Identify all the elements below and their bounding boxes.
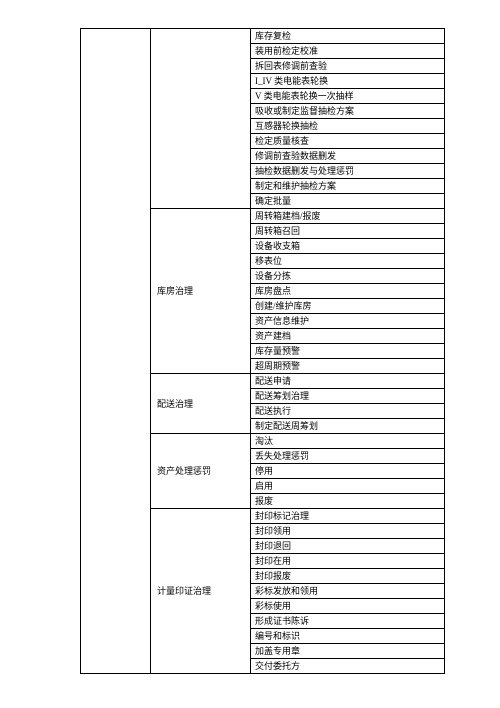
item-cell: 抽检数据删发与处理惩罚 [251,164,445,179]
item-cell: 制定和维护抽检方案 [251,179,445,194]
item-cell: 报废 [251,494,445,509]
item-cell: 装用前检定校准 [251,44,445,59]
item-cell: 配送筹划治理 [251,389,445,404]
item-cell: 创建/维护库房 [251,299,445,314]
category-cell: 库房治理 [151,209,251,374]
category-cell: 资产处理惩罚 [151,434,251,509]
item-cell: 库存复检 [251,29,445,44]
item-cell: 互感器轮换抽检 [251,119,445,134]
item-cell: 淘汰 [251,434,445,449]
table-row: 库存复检 [81,29,445,44]
item-cell: 资产建档 [251,329,445,344]
item-cell: 封印在用 [251,554,445,569]
category-cell: 配送治理 [151,374,251,434]
item-cell: 移表位 [251,254,445,269]
item-cell: I_IV 类电能表轮换 [251,74,445,89]
item-cell: 设备收支箱 [251,239,445,254]
item-cell: 彩标发放和领用 [251,584,445,599]
item-cell: 制定配送周筹划 [251,419,445,434]
item-cell: 库房盘点 [251,284,445,299]
item-cell: 彩标使用 [251,599,445,614]
left-spine-cell [81,29,151,674]
item-cell: 丢失处理惩罚 [251,449,445,464]
item-cell: 启用 [251,479,445,494]
item-cell: 拆回表修调前查验 [251,59,445,74]
item-cell: 封印报废 [251,569,445,584]
item-cell: 修调前查验数据删发 [251,149,445,164]
item-cell: 周转箱召回 [251,224,445,239]
item-cell: 检定质量核查 [251,134,445,149]
item-cell: 封印领用 [251,524,445,539]
item-cell: 超周期预警 [251,359,445,374]
item-cell: 封印退回 [251,539,445,554]
item-cell: 确定批量 [251,194,445,209]
item-cell: 编号和标识 [251,629,445,644]
item-cell: V 类电能表轮换一次抽样 [251,89,445,104]
item-cell: 吸收或制定监督抽检方案 [251,104,445,119]
item-cell: 设备分拣 [251,269,445,284]
item-cell: 加盖专用章 [251,644,445,659]
data-table: 库存复检装用前检定校准拆回表修调前查验I_IV 类电能表轮换V 类电能表轮换一次… [80,28,445,674]
item-cell: 配送执行 [251,404,445,419]
item-cell: 封印标记治理 [251,509,445,524]
item-cell: 周转箱建档/报废 [251,209,445,224]
category-cell: 计量印证治理 [151,509,251,674]
item-cell: 库存量预警 [251,344,445,359]
item-cell: 形成证书陈诉 [251,614,445,629]
item-cell: 停用 [251,464,445,479]
category-cell [151,29,251,209]
item-cell: 资产信息维护 [251,314,445,329]
item-cell: 交付委托方 [251,659,445,674]
item-cell: 配送申请 [251,374,445,389]
